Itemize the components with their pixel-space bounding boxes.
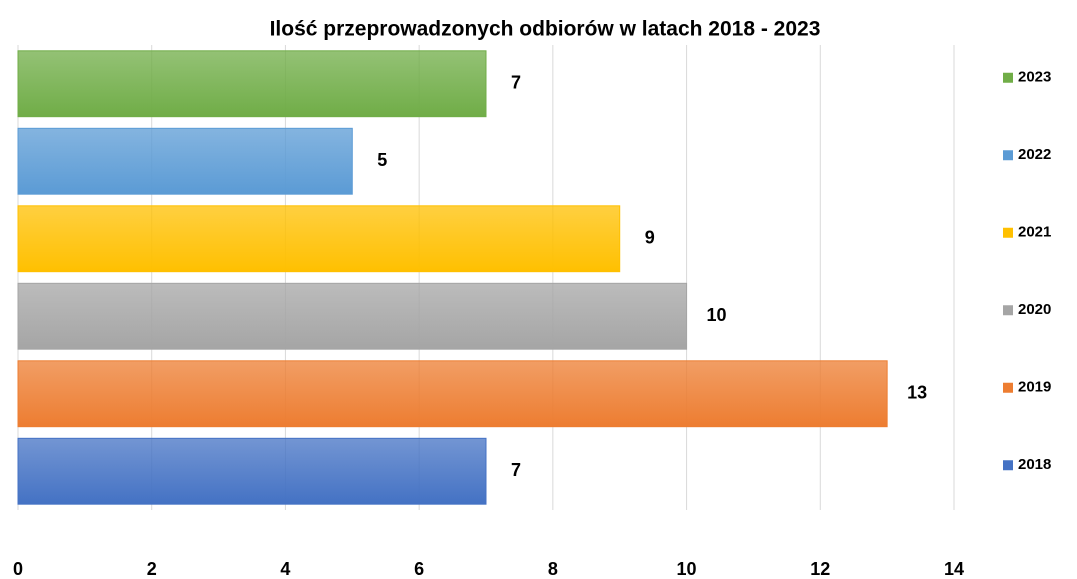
data-label: 5 xyxy=(377,150,387,170)
legend-label: 2018 xyxy=(1018,456,1051,473)
legend-label: 2021 xyxy=(1018,224,1051,241)
x-tick-label: 10 xyxy=(677,559,697,579)
legend-swatch xyxy=(1003,150,1013,161)
data-label: 13 xyxy=(907,383,927,403)
data-label: 7 xyxy=(511,73,521,93)
legend-swatch xyxy=(1003,382,1013,393)
data-label: 9 xyxy=(645,228,655,248)
x-tick-label: 12 xyxy=(810,559,830,579)
bar xyxy=(17,437,487,505)
legend-label: 2023 xyxy=(1018,69,1051,86)
x-tick-label: 6 xyxy=(414,559,424,579)
bar xyxy=(17,360,888,428)
legend-swatch xyxy=(1003,460,1013,471)
bar xyxy=(17,127,353,195)
data-label: 10 xyxy=(707,305,727,325)
x-tick-label: 0 xyxy=(13,559,23,579)
x-tick-label: 8 xyxy=(548,559,558,579)
legend-label: 2022 xyxy=(1018,146,1051,163)
legend-swatch xyxy=(1003,305,1013,316)
chart-title: Ilość przeprowadzonych odbiorów w latach… xyxy=(270,18,821,41)
bar xyxy=(17,282,688,350)
legend-label: 2019 xyxy=(1018,379,1051,396)
legend-label: 2020 xyxy=(1018,301,1051,318)
x-tick-label: 14 xyxy=(944,559,964,579)
x-tick-label: 4 xyxy=(280,559,290,579)
legend-swatch xyxy=(1003,227,1013,238)
legend-swatch xyxy=(1003,72,1013,83)
x-tick-label: 2 xyxy=(147,559,157,579)
data-label: 7 xyxy=(511,460,521,480)
bar xyxy=(17,205,621,273)
bar xyxy=(17,50,487,118)
